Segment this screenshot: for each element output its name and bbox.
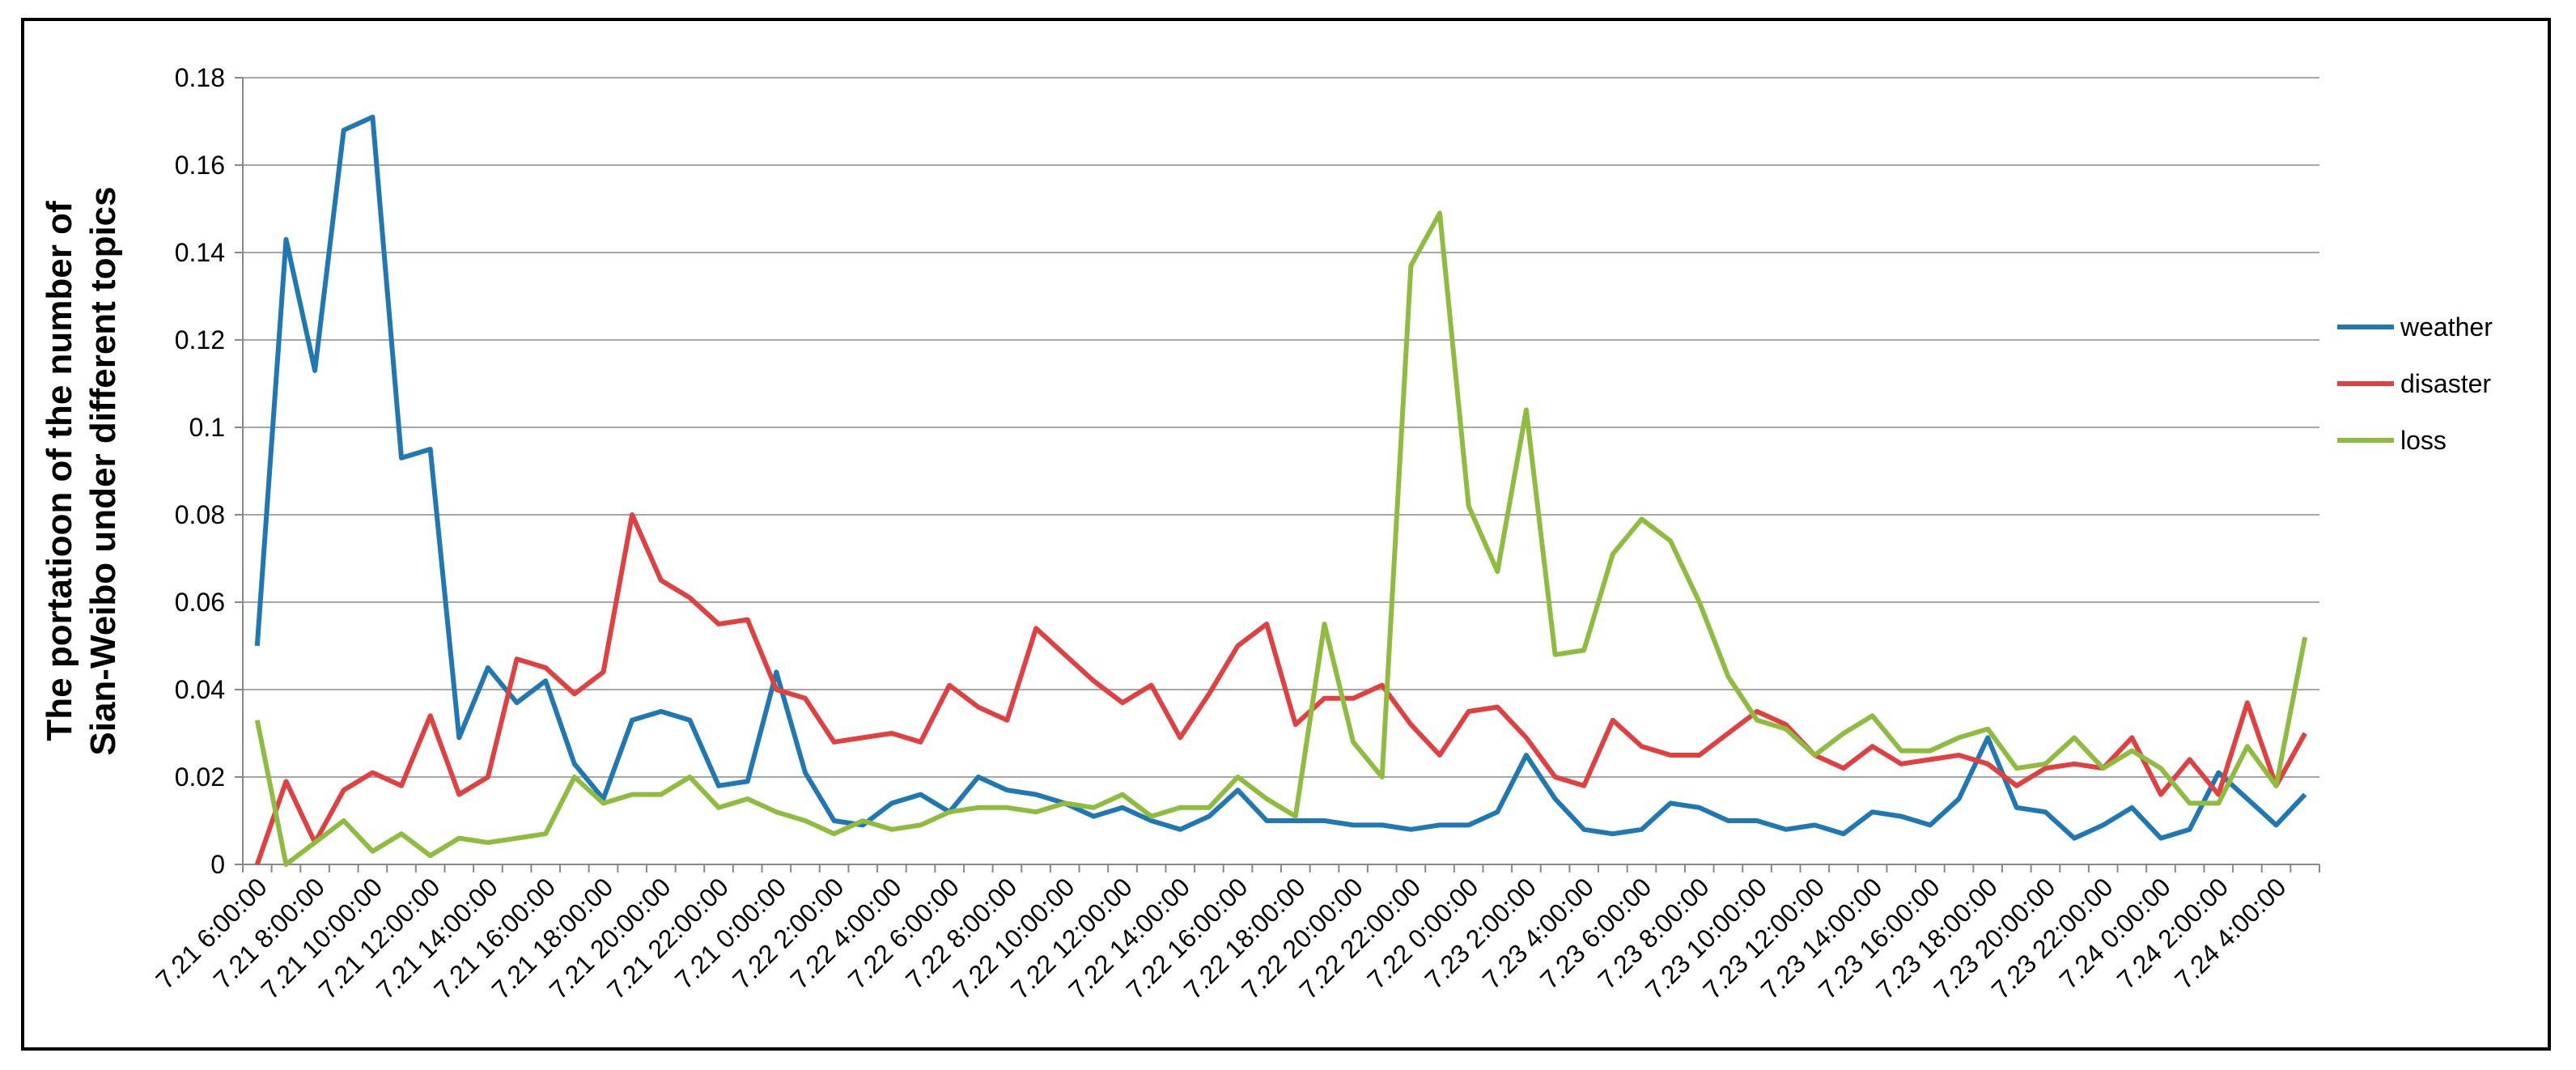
y-tick-labels: 0 0.02 0.04 0.06 0.08 0.1 0.12 0.14 0.16 0.18 — [175, 63, 225, 879]
y-tick-label: 0.14 — [175, 238, 225, 267]
legend-label-loss: loss — [2400, 426, 2447, 455]
y-tick-label: 0.08 — [175, 500, 225, 529]
y-tick-label: 0.16 — [175, 151, 225, 180]
y-axis-label-line: Sian-Weibo under different topics — [83, 186, 123, 755]
y-tick-label: 0.1 — [189, 413, 225, 442]
series-lines — [254, 114, 2308, 867]
chart-figure: 0 0.02 0.04 0.06 0.08 0.1 0.12 0.14 0.16 0.18 7.2… — [21, 18, 2551, 1051]
series-line-weather — [254, 114, 2307, 841]
y-tick-label: 0.02 — [175, 762, 225, 792]
legend: weather disaster loss — [2337, 312, 2493, 455]
legend-label-disaster: disaster — [2400, 369, 2491, 398]
y-tick-label: 0 — [210, 850, 225, 879]
y-tick-label: 0.04 — [175, 675, 225, 704]
y-axis-label: The portatioon of the number of Sian-Weib… — [40, 186, 123, 755]
series-line-disaster — [254, 512, 2307, 865]
line-chart: 0 0.02 0.04 0.06 0.08 0.1 0.12 0.14 0.16 0.18 7.2… — [40, 63, 2493, 1004]
x-tick-labels: 7.21 6:00:007.21 8:00:007.21 10:00:007.2… — [150, 864, 2320, 1004]
y-tick-label: 0.12 — [175, 325, 225, 355]
series-line-loss — [254, 210, 2308, 867]
legend-label-weather: weather — [2400, 312, 2493, 342]
gridlines — [235, 77, 2319, 865]
y-tick-label: 0.06 — [175, 588, 225, 617]
y-axis-label-line: The portatioon of the number of — [40, 201, 79, 741]
y-tick-label: 0.18 — [175, 63, 225, 92]
